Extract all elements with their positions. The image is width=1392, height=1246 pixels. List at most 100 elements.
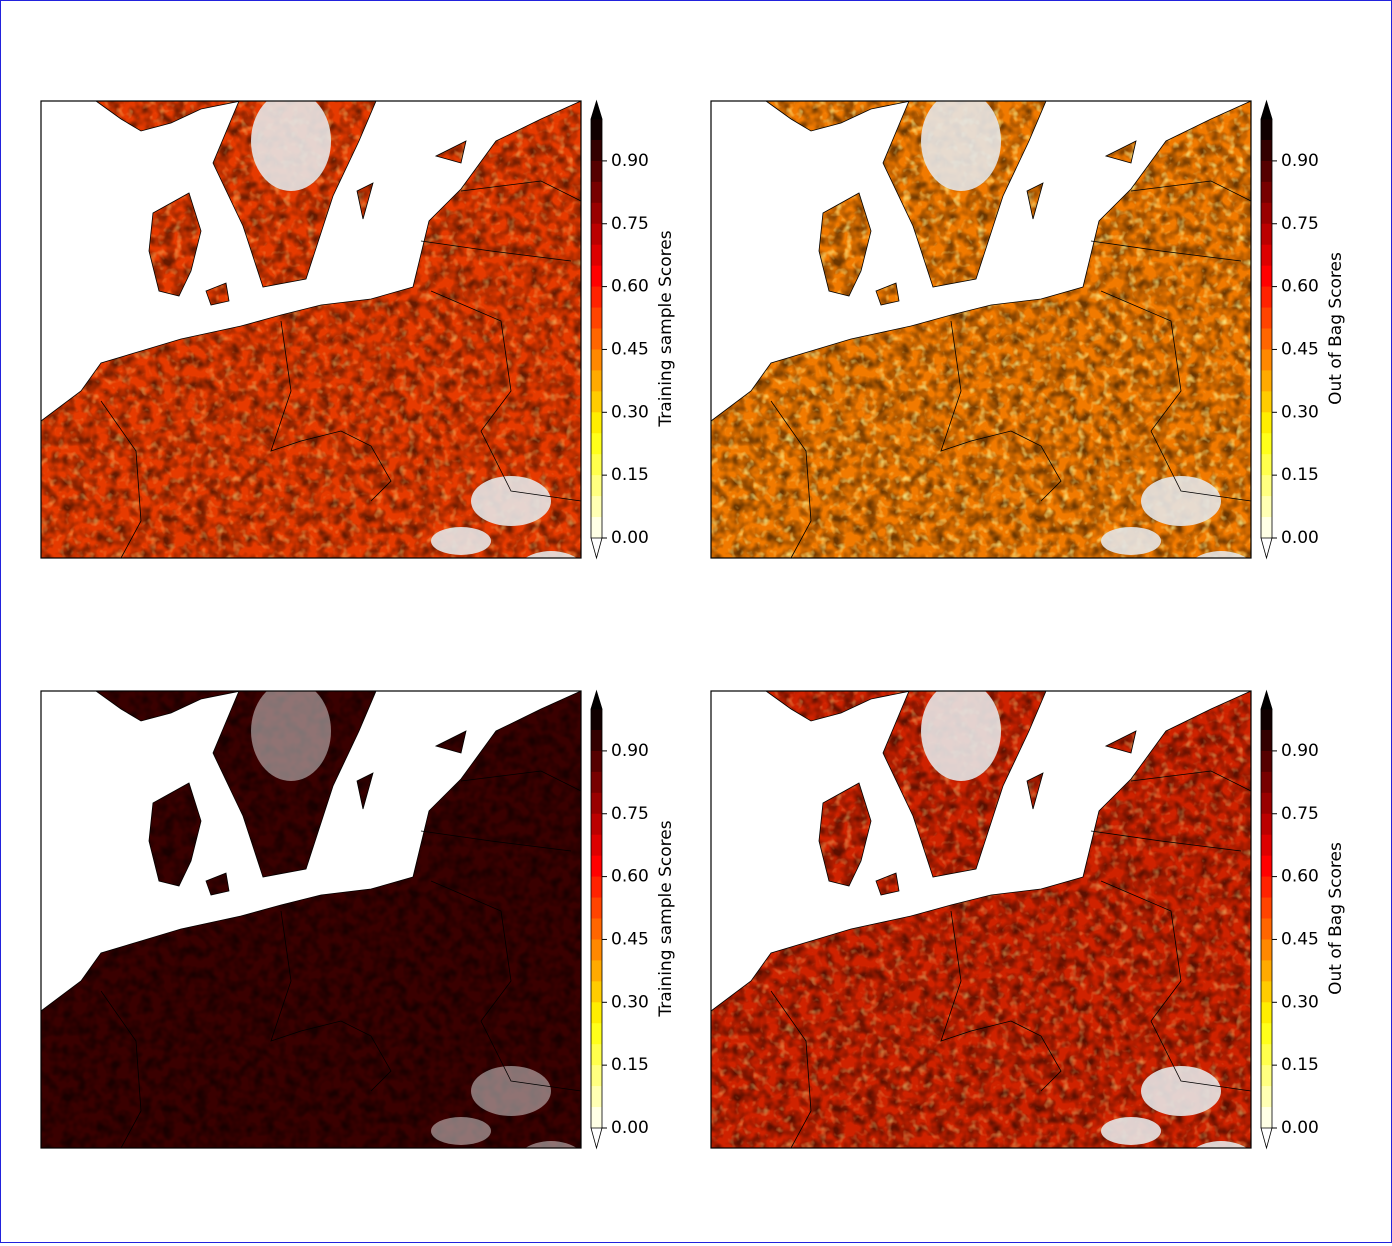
no-data <box>511 1141 581 1148</box>
colorbar-tick-label: 0.00 <box>1281 1118 1319 1138</box>
colorbar-band <box>591 771 602 794</box>
colorbar-band <box>1261 1107 1272 1129</box>
colorbar-label: Out of Bag Scores <box>1326 252 1346 405</box>
coastline <box>882 100 1047 288</box>
colorbar-tick-label: 0.60 <box>1281 867 1319 887</box>
colorbar-band <box>1261 1023 1272 1045</box>
colorbar-band <box>591 709 602 731</box>
coastline <box>434 730 467 754</box>
colorbar-band <box>1261 918 1272 940</box>
colorbar-band <box>591 454 602 476</box>
colorbar-band <box>1261 160 1272 183</box>
colorbar-tick-label: 0.45 <box>611 929 649 949</box>
colorbar-tick-label: 0.90 <box>611 741 649 761</box>
coastline <box>1026 772 1044 810</box>
colorbar-band <box>591 433 602 455</box>
colorbar-tick-label: 0.60 <box>611 867 649 887</box>
colorbar-band <box>1261 496 1272 518</box>
colorbar-extend-min <box>1260 1127 1273 1150</box>
colorbar-extend-max <box>1260 689 1273 710</box>
colorbar-band <box>591 750 602 773</box>
colorbar-band <box>591 139 602 162</box>
colorbar-band <box>1261 433 1272 455</box>
colorbar-band <box>1261 813 1272 836</box>
colorbar-outline <box>1260 119 1273 538</box>
colorbar-band <box>591 517 602 539</box>
colorbar-band <box>591 918 602 940</box>
colorbar-band <box>1261 517 1272 539</box>
colorbar-label: Out of Bag Scores <box>1326 842 1346 995</box>
colorbar-band <box>1261 1044 1272 1066</box>
coastline <box>356 772 374 810</box>
map-panel <box>40 690 582 1149</box>
coastline <box>205 282 230 306</box>
no-data <box>1141 476 1221 526</box>
colorbar-band <box>591 1107 602 1129</box>
map-frame <box>710 100 1252 559</box>
colorbar-tick-label: 0.30 <box>1281 992 1319 1012</box>
colorbar-tick-label: 0.75 <box>611 804 649 824</box>
colorbar-band <box>1261 792 1272 815</box>
colorbar-band <box>591 223 602 246</box>
colorbar-band <box>1261 181 1272 204</box>
colorbar-band <box>1261 750 1272 773</box>
colorbar-band <box>591 960 602 982</box>
colorbar-band <box>591 412 602 434</box>
coastline <box>356 182 374 220</box>
colorbar-tick-label: 0.45 <box>1281 929 1319 949</box>
no-data <box>471 476 551 526</box>
colorbar-tick-label: 0.15 <box>611 465 649 485</box>
colorbar-band <box>591 244 602 267</box>
no-data <box>921 691 1001 781</box>
colorbar-tick-label: 0.00 <box>611 1118 649 1138</box>
colorbar-tick-label: 0.75 <box>1281 804 1319 824</box>
colorbar-extend-min <box>590 537 603 560</box>
colorbar-band <box>591 1086 602 1108</box>
no-data <box>1101 527 1161 555</box>
country-border <box>100 180 582 559</box>
colorbar-label: Training sample Scores <box>656 820 676 1017</box>
colorbar-band <box>1261 1065 1272 1087</box>
map-frame <box>710 690 1252 1149</box>
colorbar-band <box>591 855 602 878</box>
colorbar-tick-label: 0.15 <box>1281 465 1319 485</box>
colorbar-band <box>1261 286 1272 309</box>
colorbar-band <box>1261 370 1272 392</box>
colorbar-band <box>1261 475 1272 497</box>
colorbar-band <box>591 391 602 413</box>
no-data <box>251 101 331 191</box>
colorbar-band <box>1261 244 1272 267</box>
colorbar-band <box>591 119 602 141</box>
colorbar-band <box>1261 771 1272 794</box>
coastline <box>1104 730 1137 754</box>
colorbar-band <box>1261 391 1272 413</box>
map-frame <box>40 690 582 1149</box>
colorbar-band <box>1261 729 1272 752</box>
colorbar-extend-max <box>590 689 603 710</box>
colorbar-tick-label: 0.15 <box>611 1055 649 1075</box>
map-panel <box>40 100 582 559</box>
colorbar-outline <box>590 119 603 538</box>
colorbar-band <box>591 729 602 752</box>
colorbar-band <box>1261 265 1272 288</box>
colorbar-band <box>591 834 602 857</box>
colorbar-extend-min <box>1260 537 1273 560</box>
colorbar-tick-label: 0.75 <box>1281 214 1319 234</box>
colorbar-band <box>1261 709 1272 731</box>
colorbar-band <box>591 939 602 961</box>
colorbar-band <box>591 496 602 518</box>
colorbar-band <box>1261 1086 1272 1108</box>
colorbar-band <box>1261 307 1272 329</box>
colorbar-tick-label: 0.00 <box>1281 528 1319 548</box>
colorbar-outline <box>1260 709 1273 1128</box>
colorbar-band <box>1261 454 1272 476</box>
colorbar-tick-label: 0.90 <box>1281 151 1319 171</box>
coastline <box>205 872 230 896</box>
colorbar-band <box>591 1002 602 1024</box>
land <box>41 691 581 1148</box>
colorbar-band <box>591 981 602 1003</box>
colorbar-band <box>1261 1002 1272 1024</box>
colorbar-band <box>1261 349 1272 371</box>
no-data <box>1141 1066 1221 1116</box>
